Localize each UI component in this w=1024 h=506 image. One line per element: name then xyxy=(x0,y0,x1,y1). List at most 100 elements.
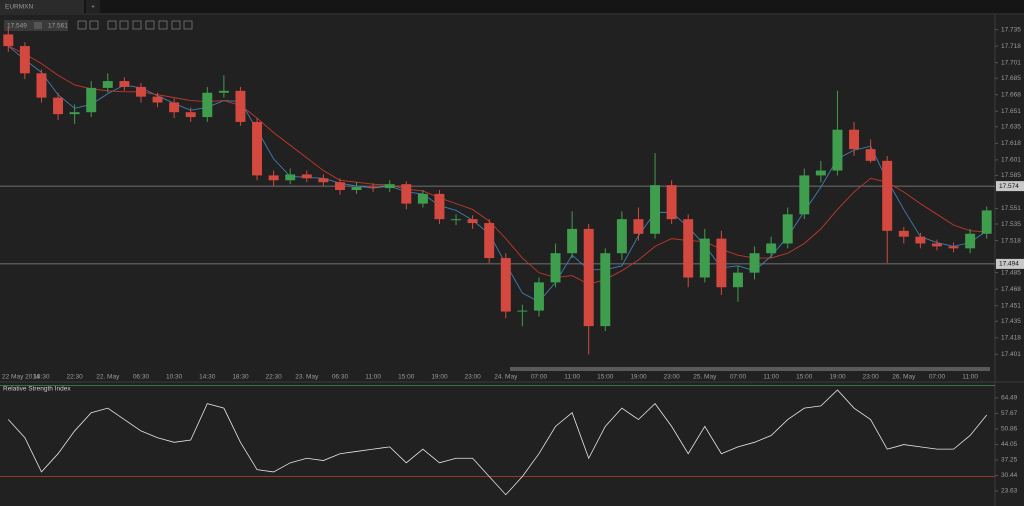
candle-body xyxy=(185,112,196,118)
y-tick-label: 17.401 xyxy=(1001,351,1021,358)
x-tick-label: 23:00 xyxy=(663,374,680,381)
x-tick-label: 22:30 xyxy=(265,374,282,381)
candle-body xyxy=(666,185,677,220)
tool-button[interactable] xyxy=(119,20,129,30)
price-label: 17.494 xyxy=(999,261,1019,268)
candle-body xyxy=(533,282,544,311)
tab-label[interactable]: EURMXN xyxy=(5,4,33,11)
candle-body xyxy=(732,272,743,288)
tool-button[interactable] xyxy=(183,20,193,30)
y-tick-label: 17.601 xyxy=(1001,157,1021,164)
indicator-title: Relative Strength Index xyxy=(3,386,71,393)
add-tab-button[interactable] xyxy=(86,0,100,13)
x-tick-label: 24. May xyxy=(494,374,518,381)
candle-body xyxy=(268,175,279,181)
candle-body xyxy=(252,121,263,176)
zoom-out-button[interactable] xyxy=(89,20,99,30)
candle-body xyxy=(650,185,661,234)
y-tick-label: 17.718 xyxy=(1001,43,1021,50)
candle-body xyxy=(384,184,395,189)
x-tick-label: 15:00 xyxy=(398,374,415,381)
zoom-in-button[interactable] xyxy=(77,20,87,30)
tab-bar xyxy=(0,0,1024,13)
candle-body xyxy=(334,182,345,190)
candle-body xyxy=(716,238,727,288)
y-tick-label: 17.435 xyxy=(1001,318,1021,325)
x-tick-label: 19:00 xyxy=(431,374,448,381)
candle-body xyxy=(517,310,528,312)
y-tick-label: 17.651 xyxy=(1001,108,1021,115)
candle-body xyxy=(318,178,329,183)
x-tick-label: 23:00 xyxy=(464,374,481,381)
y-tick-label: 17.735 xyxy=(1001,26,1021,33)
x-tick-label: 22. May xyxy=(96,374,120,381)
tool-button[interactable] xyxy=(145,20,155,30)
y-tick-label: 17.551 xyxy=(1001,205,1021,212)
candle-body xyxy=(782,214,793,244)
x-tick-label: 23. May xyxy=(295,374,319,381)
moving-average xyxy=(8,45,987,285)
tool-button[interactable] xyxy=(171,20,181,30)
x-tick-label: 25. May xyxy=(693,374,717,381)
x-tick-label: 19:00 xyxy=(630,374,647,381)
candle-body xyxy=(766,243,777,254)
candle-body xyxy=(849,129,860,150)
candle-body xyxy=(169,102,180,113)
candle-body xyxy=(882,160,893,231)
tab[interactable] xyxy=(0,0,84,13)
x-tick-label: 07:00 xyxy=(730,374,747,381)
y-tick-label: 57.67 xyxy=(1001,410,1018,417)
x-tick-label: 18:30 xyxy=(232,374,249,381)
candle-body xyxy=(152,96,163,103)
y-tick-label: 17.485 xyxy=(1001,269,1021,276)
candle-body xyxy=(484,223,495,259)
y-tick-label: 17.635 xyxy=(1001,124,1021,131)
candle-body xyxy=(815,170,826,176)
y-tick-label: 30.44 xyxy=(1001,472,1018,479)
candle-body xyxy=(965,233,976,249)
candle-body xyxy=(53,97,64,115)
candle-body xyxy=(351,187,362,190)
candle-body xyxy=(19,46,30,74)
y-tick-label: 23.63 xyxy=(1001,488,1018,495)
x-tick-label: 10:30 xyxy=(166,374,183,381)
candle-body xyxy=(301,174,312,179)
candle-body xyxy=(500,258,511,312)
y-tick-label: 17.451 xyxy=(1001,302,1021,309)
y-tick-label: 17.685 xyxy=(1001,75,1021,82)
candle-body xyxy=(898,230,909,237)
candle-body xyxy=(69,112,80,115)
y-tick-label: 17.618 xyxy=(1001,140,1021,147)
candle-body xyxy=(202,92,213,118)
scrollbar[interactable] xyxy=(510,367,990,371)
candle-body xyxy=(915,236,926,244)
moving-average xyxy=(8,45,987,303)
candle-body xyxy=(102,81,113,88)
ask-price: 17.561 xyxy=(48,23,68,30)
tool-button[interactable] xyxy=(107,20,117,30)
y-tick-label: 17.585 xyxy=(1001,172,1021,179)
candle-body xyxy=(235,90,246,122)
x-tick-label: 18:30 xyxy=(33,374,50,381)
candle-body xyxy=(799,175,810,215)
y-tick-label: 17.701 xyxy=(1001,59,1021,66)
add-tab-label[interactable]: + xyxy=(91,4,95,11)
candle-body xyxy=(567,228,578,254)
x-tick-label: 14:30 xyxy=(199,374,216,381)
candle-body xyxy=(451,219,462,221)
x-tick-label: 26. May xyxy=(892,374,916,381)
tool-button[interactable] xyxy=(158,20,168,30)
candle-body xyxy=(865,149,876,161)
candle-body xyxy=(368,187,379,189)
candle-body xyxy=(3,34,14,47)
toolbar xyxy=(77,20,193,30)
candle-body xyxy=(467,219,478,224)
y-tick-label: 17.535 xyxy=(1001,221,1021,228)
tool-button[interactable] xyxy=(132,20,142,30)
candle-body xyxy=(981,210,992,234)
x-tick-label: 22:30 xyxy=(66,374,83,381)
candle-body xyxy=(948,246,959,249)
x-tick-label: 11:00 xyxy=(564,374,580,381)
